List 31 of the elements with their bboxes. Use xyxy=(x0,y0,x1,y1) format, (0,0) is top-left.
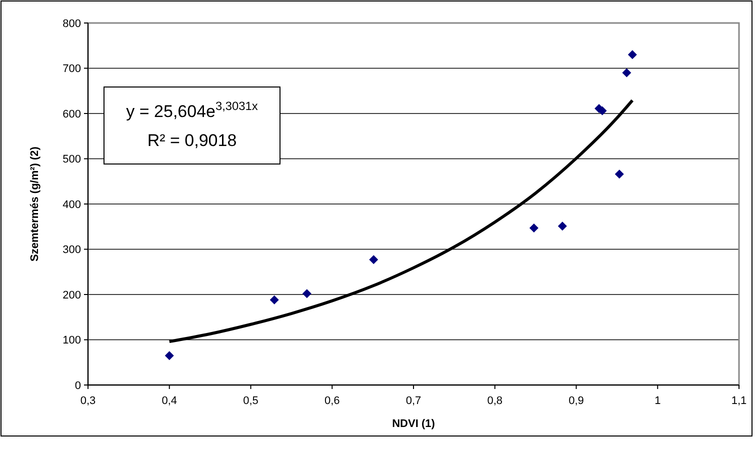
point xyxy=(614,170,624,179)
y-tick-label: 400 xyxy=(62,198,81,211)
point xyxy=(164,351,174,360)
x-tick-label: 0,6 xyxy=(324,395,340,407)
point xyxy=(302,289,312,298)
point xyxy=(628,50,637,60)
point xyxy=(270,295,279,304)
y-tick-label: 500 xyxy=(62,154,81,166)
x-tick-label: 0,4 xyxy=(162,395,178,407)
annotation: R² = 0,9018 xyxy=(147,131,237,150)
point xyxy=(369,255,378,264)
x-tick-label: 0,9 xyxy=(568,395,584,407)
y-tick-label: 600 xyxy=(62,108,81,120)
x-axis-title: NDVI (1) xyxy=(392,418,436,430)
annotation: y = 25,604e$^{3,3031x}$ xyxy=(126,99,258,121)
y-tick-label: 0 xyxy=(74,380,81,392)
y-tick-label: 200 xyxy=(62,289,81,302)
point xyxy=(622,68,632,78)
x-tick-label: 1 xyxy=(654,395,661,407)
y-tick-label: 100 xyxy=(62,334,81,347)
point xyxy=(529,223,538,232)
y-axis-title: Szemtermés (g/m²) (2) xyxy=(29,146,41,262)
y-tick-label: 300 xyxy=(62,244,81,256)
x-tick-label: 0,3 xyxy=(80,395,96,407)
x-tick-label: 0,8 xyxy=(487,395,503,407)
x-tick-label: 1,1 xyxy=(731,395,747,407)
y-tick-label: 800 xyxy=(62,18,81,30)
point xyxy=(558,222,567,231)
y-tick-label: 700 xyxy=(62,63,81,76)
x-tick-label: 0,5 xyxy=(243,395,258,407)
x-tick-label: 0,7 xyxy=(406,395,422,407)
